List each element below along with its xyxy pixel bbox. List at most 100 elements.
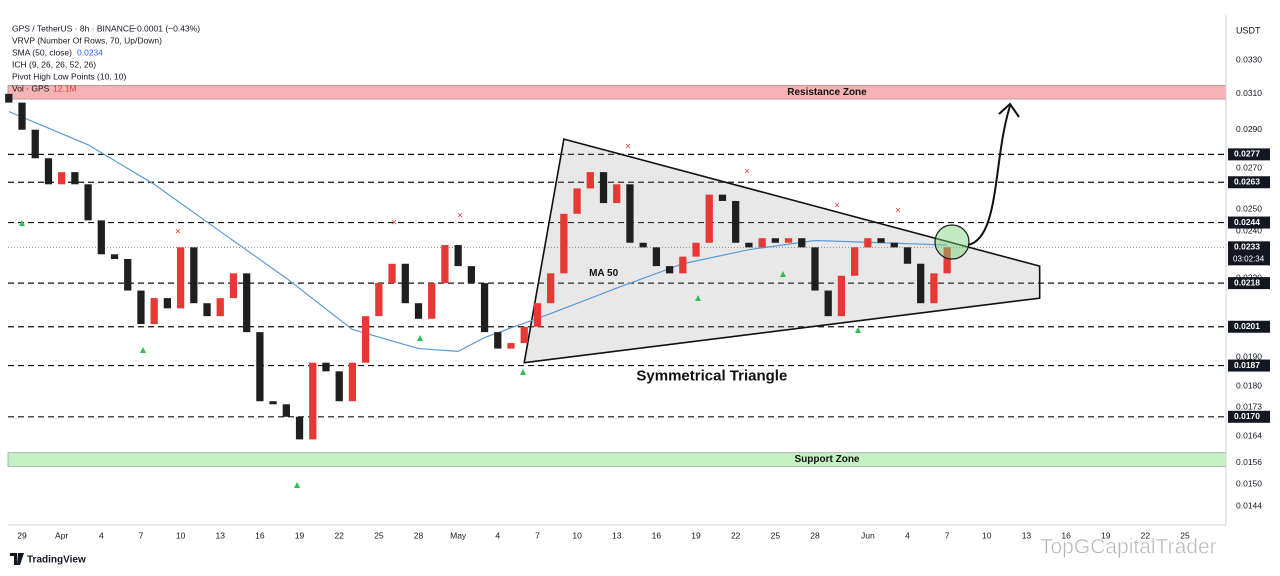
x-tick-label: 19	[691, 530, 701, 540]
candle	[586, 172, 594, 189]
pivot-high: ×	[625, 142, 631, 153]
candle	[269, 401, 277, 405]
pivot-markers: × × × × × × ×	[175, 142, 901, 238]
y-tick-label: 0.0150	[1236, 478, 1262, 488]
price-axis-panel	[1226, 0, 1280, 545]
candle	[203, 303, 211, 317]
zone	[7, 452, 1280, 467]
x-tick-label: 16	[652, 530, 662, 540]
candle	[692, 242, 700, 257]
candle	[31, 129, 39, 159]
pivot-low	[695, 295, 701, 301]
x-tick-label: 10	[982, 530, 992, 540]
candle	[798, 238, 806, 248]
pivot-low	[520, 369, 526, 375]
watermark: TopGCapitalTrader	[1040, 536, 1217, 559]
x-tick-label: 25	[1180, 530, 1190, 540]
x-tick-label: 7	[945, 530, 950, 540]
y-tick-label: 0.0173	[1236, 402, 1262, 412]
x-tick-label: Apr	[55, 530, 68, 540]
x-tick-label: 13	[1022, 530, 1032, 540]
candle	[124, 259, 132, 291]
level-tag	[1228, 410, 1270, 423]
y-tick-label: 0.0240	[1236, 226, 1262, 236]
pivot-low	[855, 327, 861, 333]
pivot-high: ×	[457, 211, 463, 222]
y-tick-label: 0.0330	[1236, 55, 1262, 65]
y-tick-label: 0.0290	[1236, 124, 1262, 134]
candle	[18, 102, 26, 130]
y-tick-label: 0.0156	[1236, 457, 1262, 467]
level-tag	[1228, 359, 1270, 372]
candle	[5, 93, 13, 103]
x-tick-label: 7	[535, 530, 540, 540]
level-label: 0.0170	[1234, 411, 1260, 421]
candle	[533, 303, 542, 327]
y-tick-label: 0.0144	[1236, 500, 1262, 510]
pivot-high: ×	[175, 227, 181, 238]
level-label: 0.0201	[1234, 321, 1260, 331]
candle	[639, 242, 647, 248]
pivot-high: ×	[744, 167, 750, 178]
levels	[8, 153, 1226, 418]
x-tick-label: 13	[612, 530, 622, 540]
candle	[837, 275, 846, 317]
brand: TradingView	[27, 555, 86, 566]
candle	[441, 245, 449, 284]
candle	[547, 273, 555, 304]
footer	[0, 545, 1280, 571]
x-tick-label: 4	[905, 530, 910, 540]
candle	[917, 263, 925, 304]
candle	[97, 220, 105, 255]
candle	[110, 254, 119, 260]
candle	[467, 266, 475, 284]
candle	[507, 343, 515, 349]
candle	[176, 247, 185, 309]
x-tick-label: 25	[374, 530, 384, 540]
candle	[309, 362, 317, 440]
level-tag	[1228, 176, 1270, 189]
candle	[811, 247, 819, 291]
breakout-arrow	[967, 105, 1011, 246]
indicator: Pivot High Low Points (10, 10)	[12, 71, 127, 81]
indicator: VRVP (Number Of Rows, 70, Up/Down)	[12, 35, 162, 45]
pivot-high: ×	[834, 201, 840, 212]
candle	[665, 266, 674, 274]
y-tick-label: 0.0310	[1236, 88, 1262, 98]
candle	[732, 200, 740, 243]
symbol: GPS / TetherUS · 8h · BINANCE	[12, 23, 135, 33]
x-tick-label: 4	[495, 530, 500, 540]
candle	[190, 247, 198, 304]
x-tick-label: 28	[414, 530, 424, 540]
candle	[375, 283, 383, 317]
candle	[137, 290, 145, 325]
sma-line	[8, 110, 948, 352]
candle	[930, 273, 938, 304]
candle	[626, 184, 634, 243]
candle	[784, 238, 793, 243]
triangle-label: Symmetrical Triangle	[636, 368, 787, 385]
x-tick-label: Jun	[861, 530, 875, 540]
candle	[150, 298, 158, 325]
indicator-value: 0.0234	[77, 47, 103, 57]
sma-label: MA 50	[589, 268, 619, 279]
pivot-low	[140, 347, 146, 353]
candle	[71, 172, 79, 185]
y-axis: 0.03300.03100.02900.02700.02500.02400.02…	[1228, 55, 1270, 510]
candle	[652, 247, 661, 267]
countdown: 03:02:34	[1233, 254, 1265, 263]
level-label: 0.0218	[1234, 277, 1260, 287]
price-unit: USDT	[1236, 25, 1261, 35]
x-tick-label: 22	[1141, 530, 1151, 540]
triangle-layer: Symmetrical Triangle	[523, 138, 1041, 385]
x-tick-label: 4	[99, 530, 104, 540]
candle	[58, 172, 66, 185]
candle	[771, 238, 779, 243]
pivot-low	[417, 335, 423, 341]
candle	[163, 298, 172, 309]
candle	[348, 362, 357, 402]
level-label: 0.0187	[1234, 360, 1260, 370]
symmetrical-triangle	[523, 138, 1041, 364]
candle	[520, 326, 528, 344]
